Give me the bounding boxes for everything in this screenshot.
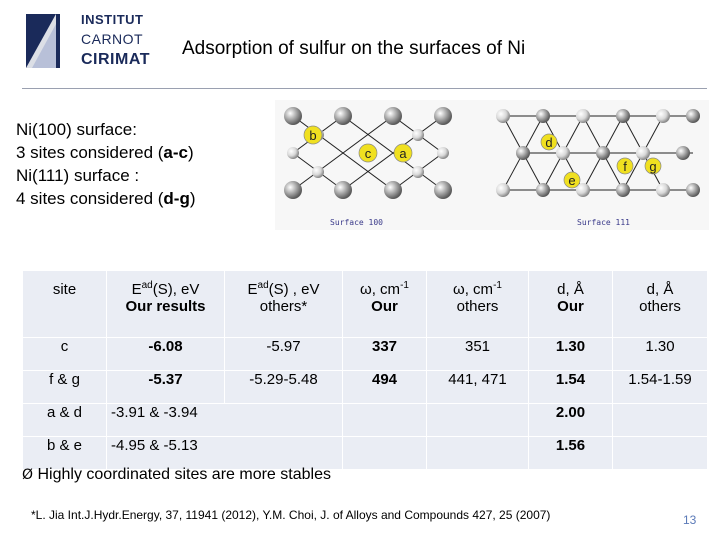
header-site: site: [22, 270, 107, 338]
page-number: 13: [683, 513, 697, 527]
header-omega-others: ω, cm-1 others: [426, 270, 529, 338]
site-label-f: f: [623, 159, 627, 174]
cell-omega-our: 494: [342, 370, 427, 404]
header-ead-others: Ead(S) , eV others*: [224, 270, 343, 338]
cell-site: f & g: [22, 370, 107, 404]
header-omega-our: ω, cm-1 Our: [342, 270, 427, 338]
logo-line-institut: INSTITUT: [81, 12, 144, 27]
cell-omega-others: 351: [426, 337, 529, 371]
site-label-d: d: [545, 135, 552, 150]
cell-omega-our: 337: [342, 337, 427, 371]
intro-text: Ni(100) surface: 3 sites considered (a-c…: [16, 118, 196, 210]
cell-empty: [426, 436, 529, 470]
cell-empty: [612, 436, 708, 470]
logo-line-carnot: CARNOT: [81, 31, 144, 47]
table-row: a & d -3.91 & -3.94 2.00: [22, 403, 708, 437]
intro-line-3: Ni(111) surface :: [16, 166, 140, 185]
cell-site: c: [22, 337, 107, 371]
cell-site: a & d: [22, 403, 107, 437]
intro-line-1: Ni(100) surface:: [16, 120, 137, 139]
conclusion-bullet: Ø Highly coordinated sites are more stab…: [22, 466, 331, 484]
cell-ead-combined: -4.95 & -5.13: [106, 436, 343, 470]
cell-ead-others: -5.97: [224, 337, 343, 371]
header: INSTITUT CARNOT CIRIMAT Adsorption of su…: [0, 0, 720, 78]
cell-ead-others: -5.29-5.48: [224, 370, 343, 404]
reference-footnote: *L. Jia Int.J.Hydr.Energy, 37, 11941 (20…: [31, 508, 551, 522]
cell-d-our: 1.30: [528, 337, 613, 371]
results-table: site Ead(S), eV Our results Ead(S) , eV ot…: [22, 270, 708, 470]
cell-d-our: 1.54: [528, 370, 613, 404]
site-label-b: b: [309, 128, 316, 143]
cell-d-others: 1.54-1.59: [612, 370, 708, 404]
cell-empty: [426, 403, 529, 437]
ni-surfaces-figure: b c a Surface 100: [275, 100, 709, 230]
surface-111-site-labels: d f g e: [540, 133, 662, 189]
slide-title: Adsorption of sulfur on the surfaces of …: [182, 38, 526, 59]
caption-surface-100: Surface 100: [330, 218, 383, 227]
surface-111-atoms: [496, 109, 700, 197]
site-label-g: g: [649, 159, 656, 174]
cell-empty: [342, 436, 427, 470]
cell-d-others: 1.30: [612, 337, 708, 371]
cell-d-our: 1.56: [528, 436, 613, 470]
caption-surface-111: Surface 111: [577, 218, 630, 227]
title-divider: [22, 88, 707, 89]
surface-100-atoms: [284, 107, 452, 199]
intro-line-2: 3 sites considered (a-c): [16, 143, 194, 162]
cell-empty: [612, 403, 708, 437]
table-row: f & g -5.37 -5.29-5.48 494 441, 471 1.54…: [22, 370, 708, 404]
logo-line-cirimat: CIRIMAT: [81, 51, 150, 68]
surface-100-site-labels: b c a: [303, 125, 413, 163]
cell-d-our: 2.00: [528, 403, 613, 437]
cell-ead-our: -6.08: [106, 337, 225, 371]
cell-ead-our: -5.37: [106, 370, 225, 404]
site-label-e: e: [568, 173, 575, 188]
site-label-c: c: [365, 146, 372, 161]
table-row: c -6.08 -5.97 337 351 1.30 1.30: [22, 337, 708, 371]
surface-diagram: b c a Surface 100: [284, 107, 700, 227]
cell-empty: [342, 403, 427, 437]
institut-carnot-cirimat-logo: INSTITUT CARNOT CIRIMAT: [22, 10, 154, 72]
table-row: b & e -4.95 & -5.13 1.56: [22, 436, 708, 470]
header-d-our: d, Å Our: [528, 270, 613, 338]
site-label-a: a: [399, 146, 407, 161]
table-header-row: site Ead(S), eV Our results Ead(S) , eV ot…: [22, 270, 708, 338]
intro-line-4: 4 sites considered (d-g): [16, 189, 196, 208]
logo-mark: [22, 10, 154, 72]
cell-omega-others: 441, 471: [426, 370, 529, 404]
cell-ead-combined: -3.91 & -3.94: [106, 403, 343, 437]
cell-site: b & e: [22, 436, 107, 470]
arrow-bullet-icon: Ø: [22, 467, 34, 483]
conclusion-text: Highly coordinated sites are more stable…: [37, 466, 331, 483]
header-ead-our: Ead(S), eV Our results: [106, 270, 225, 338]
